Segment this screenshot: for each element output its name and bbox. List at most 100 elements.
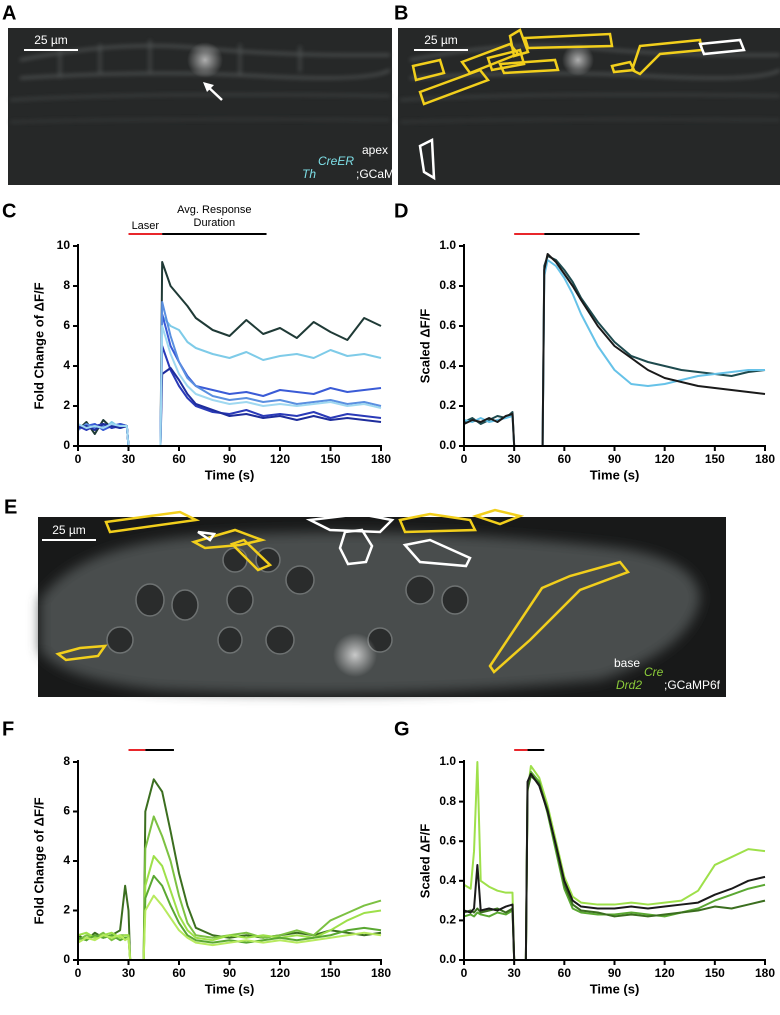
x-tick-label: 60 (558, 966, 572, 980)
driver-label: Th (302, 167, 316, 181)
x-tick-label: 30 (507, 452, 521, 466)
x-tick-label: 150 (320, 966, 340, 980)
reporter-label: ;GCaMP6f (664, 678, 721, 692)
region-label: apex (362, 143, 388, 157)
chart: G 0.0 0.2 0.4 0.6 0.8 1.0 0 30 60 90 120 150 180 Time … (394, 718, 775, 996)
driver-sup: Cre (644, 665, 664, 679)
trace (77, 325, 382, 447)
image-b: 25 µm (398, 28, 780, 185)
y-tick-label: 0.4 (439, 358, 456, 372)
trace (77, 874, 382, 961)
duration-label: Avg. Response (177, 204, 251, 216)
y-axis-label: Scaled ΔF/F (417, 824, 432, 898)
y-tick-label: 8 (63, 754, 70, 768)
y-tick-label: 1.0 (439, 754, 456, 768)
scale-bar-label: 25 µm (424, 33, 458, 47)
x-tick-label: 120 (655, 966, 675, 980)
y-tick-label: 0.2 (439, 398, 456, 412)
y-tick-label: 0 (63, 952, 70, 966)
scale-bar-label: 25 µm (34, 33, 68, 47)
trace (77, 778, 382, 961)
chart: C 0 2 4 6 8 10 0 30 60 90 120 150 180 Time (s) Fold Cha… (2, 200, 391, 482)
x-tick-label: 60 (172, 452, 186, 466)
x-tick-label: 60 (172, 966, 186, 980)
region-label: base (614, 656, 640, 670)
driver-label: Drd2 (616, 678, 642, 692)
trace (77, 855, 382, 961)
x-tick-label: 180 (371, 452, 391, 466)
trace (463, 770, 766, 961)
panel-letter: F (2, 718, 14, 740)
x-tick-label: 30 (507, 966, 521, 980)
scale-bar-label: 25 µm (52, 523, 86, 537)
y-tick-label: 6 (63, 318, 70, 332)
y-axis-label: Fold Change of ΔF/F (31, 797, 46, 924)
y-tick-label: 4 (63, 853, 70, 867)
y-tick-label: 0.0 (439, 952, 456, 966)
trace (77, 345, 382, 447)
x-tick-label: 180 (755, 966, 775, 980)
laser-label: Laser (132, 220, 160, 232)
x-tick-label: 120 (270, 966, 290, 980)
trace (77, 367, 382, 447)
y-tick-label: 0.8 (439, 278, 456, 292)
x-tick-label: 120 (655, 452, 675, 466)
x-tick-label: 0 (461, 966, 468, 980)
trace (463, 259, 765, 447)
y-tick-label: 1.0 (439, 238, 456, 252)
image-e: 25 µm base Drd2 Cre ;GCaMP6f (38, 508, 726, 697)
y-tick-label: 2 (63, 398, 70, 412)
y-tick-label: 0.4 (439, 873, 456, 887)
x-tick-label: 150 (705, 452, 725, 466)
y-tick-label: 2 (63, 903, 70, 917)
x-tick-label: 30 (122, 452, 136, 466)
panel-letter: A (2, 2, 16, 24)
trace (463, 255, 766, 447)
y-tick-label: 0.6 (439, 318, 456, 332)
x-tick-label: 60 (558, 452, 572, 466)
y-tick-label: 0.0 (439, 438, 456, 452)
x-tick-label: 90 (608, 966, 622, 980)
chart: D 0.0 0.2 0.4 0.6 0.8 1.0 0 30 60 90 120 150 180 Time … (394, 200, 775, 482)
trace (77, 315, 382, 447)
x-axis-label: Time (s) (205, 981, 255, 996)
panel-letter: D (394, 200, 408, 222)
panel-letter: B (394, 2, 408, 24)
x-tick-label: 0 (461, 452, 468, 466)
y-tick-label: 0.2 (439, 913, 456, 927)
x-tick-label: 180 (755, 452, 775, 466)
y-tick-label: 4 (63, 358, 70, 372)
x-tick-label: 90 (223, 452, 237, 466)
y-axis-label: Scaled ΔF/F (417, 309, 432, 383)
chart: F 0 2 4 6 8 0 30 60 90 120 150 180 Time (s) Fold Chang… (2, 718, 391, 996)
image-a: 25 µm apex Th CreER ;GCaMP6f (8, 28, 413, 185)
trace (463, 761, 766, 961)
panel-letter: E (4, 496, 17, 518)
y-axis-label: Fold Change of ΔF/F (31, 282, 46, 409)
panel-letter: G (394, 718, 410, 740)
x-tick-label: 30 (122, 966, 136, 980)
x-axis-label: Time (s) (590, 467, 640, 482)
y-tick-label: 0.6 (439, 833, 456, 847)
y-tick-label: 8 (63, 278, 70, 292)
x-tick-label: 0 (75, 452, 82, 466)
trace (77, 894, 382, 961)
trace (463, 253, 766, 447)
driver-sup: CreER (318, 154, 354, 168)
y-tick-label: 0.8 (439, 794, 456, 808)
duration-label: Duration (194, 217, 236, 229)
trace (463, 772, 766, 961)
x-tick-label: 90 (608, 452, 622, 466)
panel-letter: C (2, 200, 16, 222)
x-tick-label: 150 (705, 966, 725, 980)
x-axis-label: Time (s) (590, 981, 640, 996)
y-tick-label: 10 (57, 238, 71, 252)
x-tick-label: 180 (371, 966, 391, 980)
x-tick-label: 150 (320, 452, 340, 466)
y-tick-label: 0 (63, 438, 70, 452)
x-tick-label: 90 (223, 966, 237, 980)
trace (463, 774, 766, 961)
x-axis-label: Time (s) (205, 467, 255, 482)
x-tick-label: 120 (270, 452, 290, 466)
